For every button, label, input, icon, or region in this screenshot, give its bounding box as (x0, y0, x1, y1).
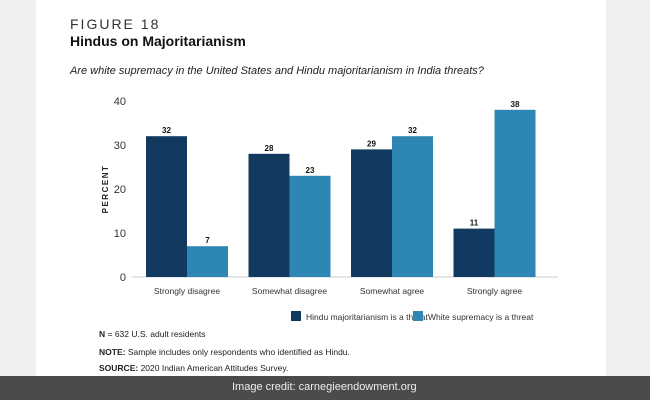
bar (146, 136, 187, 277)
source-label: SOURCE: (99, 363, 139, 373)
data-label: 28 (265, 144, 274, 153)
legend-label: White supremacy is a threat (428, 312, 534, 322)
data-label: 32 (162, 126, 171, 135)
y-tick-label: 10 (114, 228, 126, 240)
bar (494, 109, 536, 277)
sample-size: N = 632 U.S. adult residents (99, 329, 206, 339)
source-text: 2020 Indian American Attitudes Survey. (138, 363, 289, 373)
figure-label: FIGURE 18 (70, 16, 161, 32)
bar (392, 136, 433, 277)
note: NOTE: Sample includes only respondents w… (99, 347, 350, 357)
legend-swatch (413, 311, 423, 321)
bar (187, 246, 228, 277)
x-tick-label: Strongly agree (467, 286, 523, 296)
y-tick-label: 40 (114, 96, 126, 108)
image-credit: Image credit: carnegieendowment.org (232, 381, 417, 393)
image-credit-bar: Image credit: carnegieendowment.org (0, 376, 650, 400)
sample-size-text: = 632 U.S. adult residents (105, 329, 206, 339)
y-tick-label: 20 (114, 184, 126, 196)
bar (351, 149, 392, 277)
x-tick-label: Somewhat disagree (252, 286, 327, 296)
chart-question: Are white supremacy in the United States… (70, 65, 484, 77)
bar (289, 175, 331, 277)
data-label: 23 (306, 166, 315, 175)
x-tick-label: Somewhat agree (360, 286, 425, 296)
note-text: Sample includes only respondents who ide… (125, 347, 350, 357)
data-label: 29 (367, 139, 376, 148)
bar (453, 228, 495, 277)
x-tick-label: Strongly disagree (154, 286, 220, 296)
sample-size-label: N (99, 329, 106, 339)
data-label: 11 (470, 219, 479, 228)
source: SOURCE: 2020 Indian American Attitudes S… (99, 363, 288, 373)
data-label: 7 (205, 236, 210, 245)
data-label: 32 (408, 126, 417, 135)
legend-label: Hindu majoritarianism is a threat (306, 312, 429, 322)
y-axis-label: PERCENT (101, 165, 110, 214)
y-tick-label: 30 (114, 140, 126, 152)
chart-title: Hindus on Majoritarianism (70, 33, 246, 49)
data-label: 38 (511, 100, 520, 109)
y-tick-label: 0 (120, 272, 126, 284)
legend-swatch (291, 311, 301, 321)
note-label: NOTE: (99, 347, 126, 357)
bar (248, 153, 290, 277)
